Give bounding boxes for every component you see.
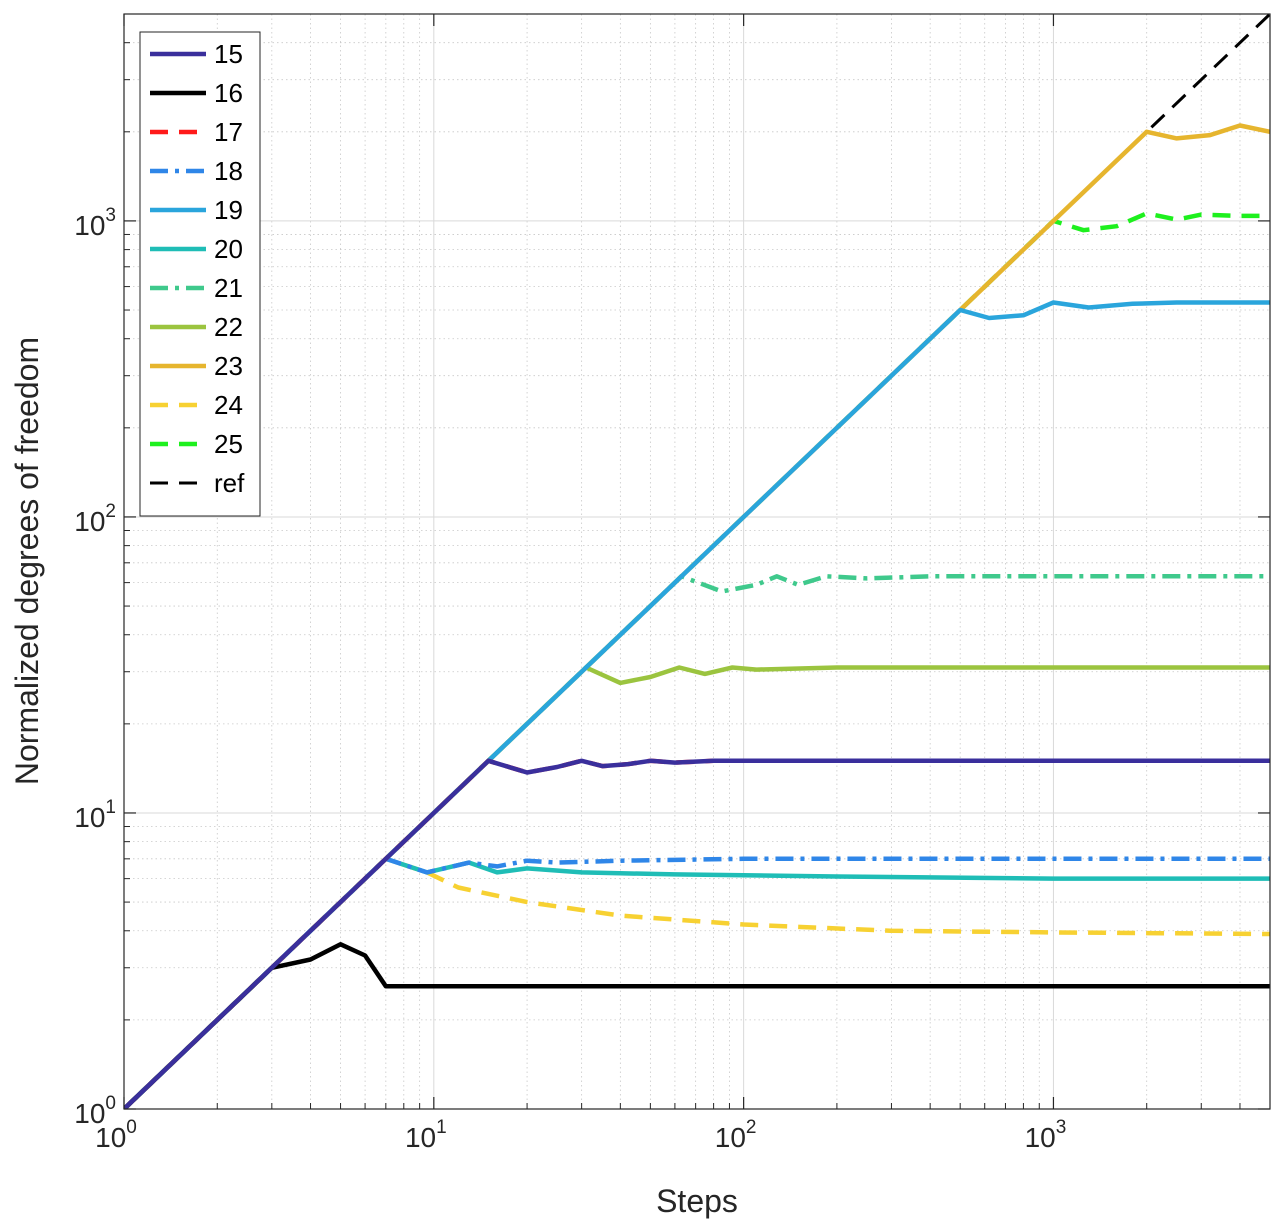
series-line-23 [124,123,1270,1109]
legend-label-24: 24 [214,390,243,420]
legend-label-ref: ref [214,468,245,498]
series-line-22 [124,665,1270,1109]
x-tick-label: 102 [715,1117,757,1153]
y-tick-label: 100 [74,1093,116,1129]
x-tick-label: 101 [405,1117,447,1153]
x-tick-label: 100 [95,1117,137,1153]
legend: 15 16 17 18 19 20 21 22 23 24 25 ref [139,31,261,517]
series-line-24 [124,856,1270,1109]
series-line-15 [124,758,1270,1109]
legend-label-17: 17 [214,117,243,147]
ticks [123,13,1271,1110]
x-axis-title: Steps [656,1183,738,1219]
series-line-16 [124,942,1270,1109]
x-tick-labels: 100 101 102 103 [95,1117,1066,1153]
x-tick-label: 103 [1025,1117,1067,1153]
y-tick-label: 102 [74,501,116,537]
legend-label-16: 16 [214,78,243,108]
series-line-19 [124,300,1270,1109]
legend-label-15: 15 [214,39,243,69]
legend-label-19: 19 [214,195,243,225]
legend-label-23: 23 [214,351,243,381]
legend-label-25: 25 [214,429,243,459]
legend-label-22: 22 [214,312,243,342]
y-axis-title: Normalized degrees of freedom [9,337,45,785]
series-line-21 [124,574,1270,1109]
legend-label-21: 21 [214,273,243,303]
legend-box [139,31,261,517]
series-line-18 [124,856,1270,1109]
series-layer [124,14,1270,1109]
series-line-25 [124,211,1270,1109]
series-line-20 [124,856,1270,1109]
legend-label-18: 18 [214,156,243,186]
axes-box [123,13,1271,1110]
plot-area [124,14,1270,1109]
y-tick-label: 103 [74,205,116,241]
grid-minor [124,13,1271,1109]
y-tick-label: 101 [74,797,116,833]
legend-label-20: 20 [214,234,243,264]
y-tick-labels: 100 101 102 103 [74,205,116,1129]
